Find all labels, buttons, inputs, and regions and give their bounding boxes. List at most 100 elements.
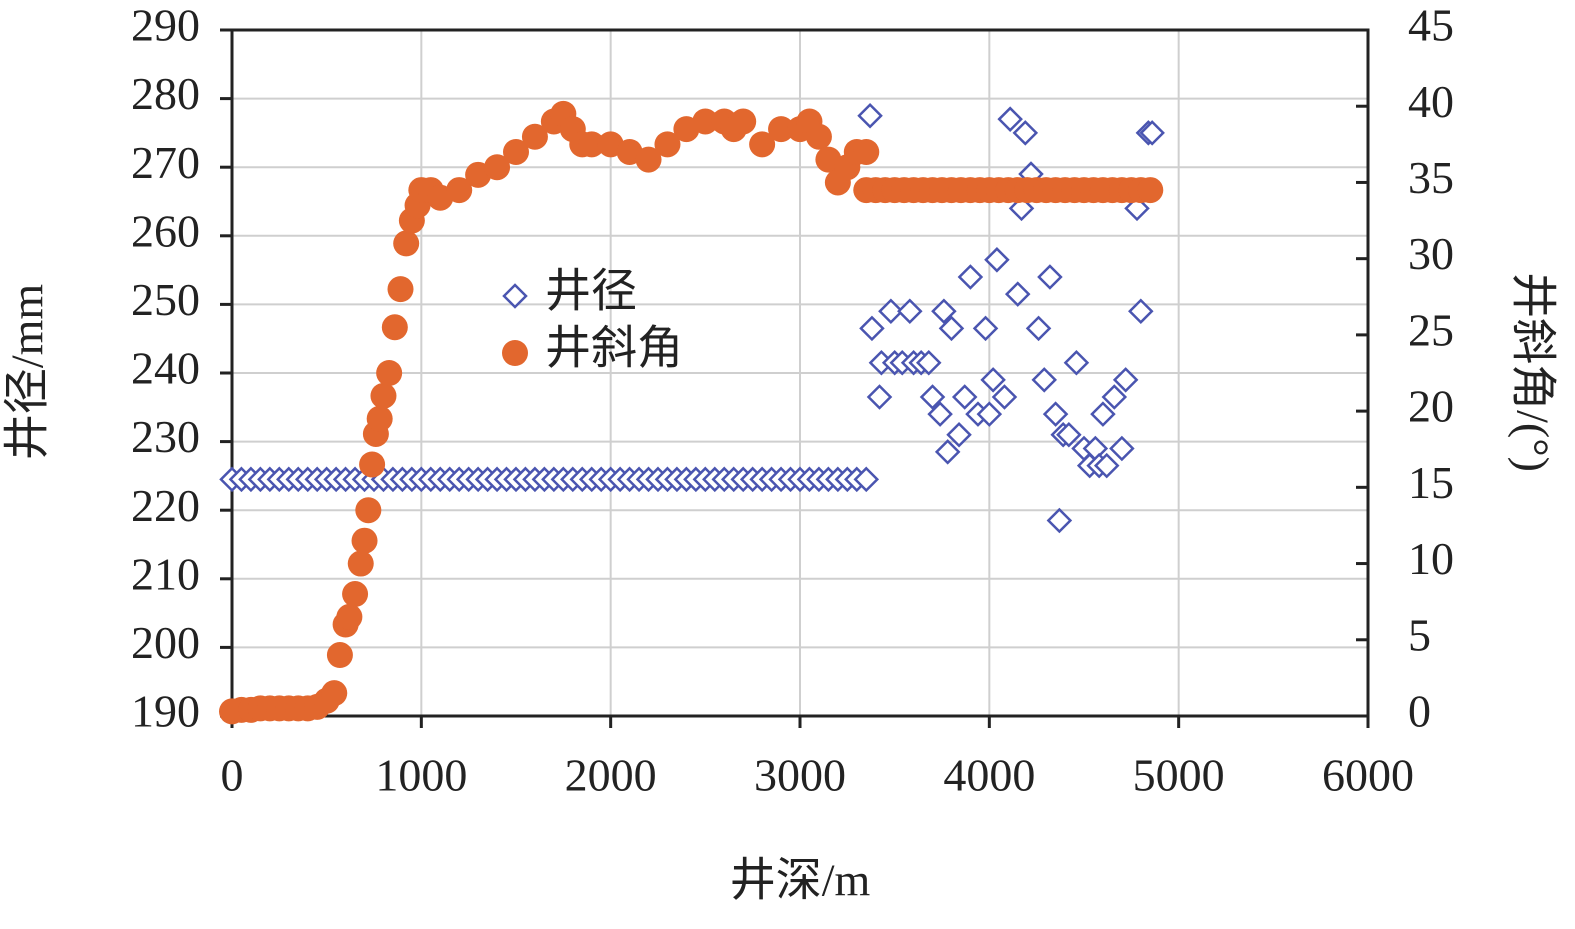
data-point	[347, 550, 374, 577]
y2-tick-label: 15	[1408, 457, 1454, 508]
data-point	[1056, 421, 1082, 448]
data-point	[1112, 367, 1139, 393]
data-point	[991, 384, 1018, 410]
y-tick-label: 190	[131, 686, 200, 737]
y2-tick-label: 20	[1408, 381, 1454, 432]
legend-label: 井径	[545, 266, 637, 317]
data-point	[866, 384, 893, 410]
data-point	[946, 421, 972, 448]
data-point	[654, 131, 681, 158]
x-tick-label: 5000	[1133, 750, 1225, 801]
y-tick-label: 290	[131, 0, 200, 51]
data-point	[1093, 452, 1120, 479]
data-point	[749, 131, 776, 158]
data-point	[1139, 120, 1165, 146]
y2-tick-label: 5	[1408, 609, 1431, 660]
data-point	[1063, 349, 1090, 376]
data-point	[692, 108, 719, 135]
y2-tick-label: 10	[1408, 533, 1454, 584]
data-point	[1046, 507, 1073, 534]
data-point	[919, 384, 946, 410]
data-point	[976, 401, 1003, 427]
data-point	[984, 247, 1010, 273]
y-tick-label: 280	[131, 68, 200, 119]
data-point	[355, 497, 382, 524]
data-point	[1137, 177, 1164, 204]
data-point	[931, 298, 957, 325]
y2-tick-label: 35	[1408, 152, 1454, 203]
data-point	[326, 642, 353, 669]
y-axis-label: 井径/mm	[2, 284, 53, 461]
plot-frame	[230, 28, 1370, 718]
y2-axis-label: 井斜角/(°)	[1507, 272, 1558, 472]
data-point	[915, 349, 942, 376]
data-point	[934, 439, 961, 465]
legend-marker	[502, 283, 528, 309]
y-tick-label: 260	[131, 205, 200, 256]
data-point	[503, 138, 529, 165]
x-tick-label: 2000	[565, 750, 657, 801]
y-tick-label: 270	[131, 137, 200, 188]
data-point	[859, 315, 885, 342]
data-point	[897, 298, 923, 325]
data-point	[1090, 401, 1116, 427]
data-point	[1042, 401, 1069, 427]
legend-marker	[502, 340, 528, 366]
data-point	[1101, 384, 1128, 410]
data-point	[997, 106, 1023, 132]
data-point	[768, 116, 795, 143]
data-point	[359, 451, 386, 478]
data-point	[853, 466, 880, 493]
data-point	[878, 298, 904, 325]
data-point	[857, 102, 883, 129]
data-point	[951, 384, 978, 410]
data-point	[927, 401, 953, 427]
data-point	[805, 123, 832, 150]
y2-tick-label: 0	[1408, 686, 1431, 737]
y-tick-label: 220	[131, 480, 200, 531]
y-tick-label: 240	[131, 343, 200, 394]
data-point	[853, 138, 880, 165]
data-point	[393, 230, 420, 257]
data-point	[366, 405, 393, 432]
x-tick-label: 0	[221, 750, 244, 801]
data-point	[1109, 435, 1135, 462]
y-tick-label: 250	[131, 274, 200, 325]
data-point	[635, 146, 662, 173]
y-tick-label: 230	[131, 411, 200, 462]
data-point	[1004, 281, 1031, 307]
x-tick-label: 3000	[754, 750, 846, 801]
data-point	[980, 367, 1006, 393]
y2-tick-label: 25	[1408, 304, 1454, 355]
data-point	[972, 315, 999, 342]
y-tick-label: 200	[131, 617, 200, 668]
y-tick-label: 210	[131, 548, 200, 599]
data-point	[957, 264, 984, 290]
y2-tick-label: 40	[1408, 76, 1454, 127]
legend-label: 井斜角	[545, 323, 683, 374]
data-point	[336, 603, 363, 630]
data-point	[521, 123, 548, 150]
data-point	[351, 527, 378, 554]
x-axis-label: 井深/m	[730, 855, 871, 906]
data-point	[1037, 264, 1063, 290]
data-point	[484, 154, 511, 181]
x-tick-label: 4000	[943, 750, 1035, 801]
data-point	[370, 382, 397, 409]
data-point	[376, 360, 403, 386]
data-point	[387, 276, 414, 303]
data-point	[1128, 298, 1154, 325]
data-point	[1031, 367, 1058, 393]
x-tick-label: 1000	[375, 750, 467, 801]
y2-tick-label: 45	[1408, 0, 1454, 51]
data-point	[730, 108, 757, 135]
data-point	[321, 680, 348, 707]
data-point	[446, 177, 473, 204]
data-point	[1012, 120, 1039, 146]
data-point	[938, 315, 965, 342]
x-tick-label: 6000	[1322, 750, 1414, 801]
data-point	[578, 131, 605, 158]
data-point	[1025, 315, 1052, 342]
y2-tick-label: 30	[1408, 228, 1454, 279]
